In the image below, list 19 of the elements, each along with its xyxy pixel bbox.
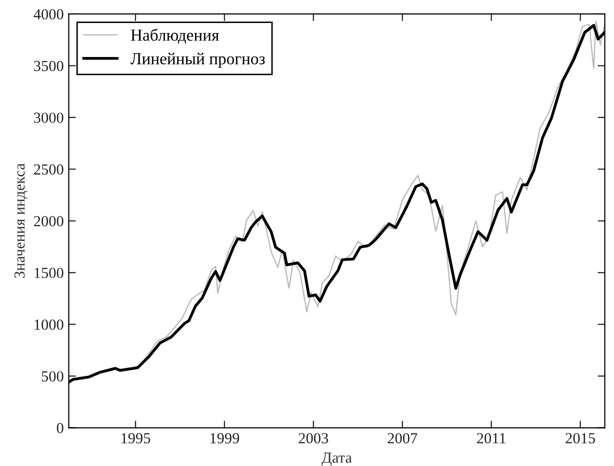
legend-label: Линейный прогноз <box>130 52 265 68</box>
legend-label: Наблюдения <box>130 28 219 44</box>
x-tick-label: 2003 <box>298 433 328 444</box>
x-tick-label: 1995 <box>122 433 150 444</box>
x-tick-label: 2007 <box>388 433 418 444</box>
x-tick-label: 2011 <box>477 433 506 444</box>
y-tick-label: 3000 <box>34 112 64 123</box>
y-tick-label: 3500 <box>34 60 64 72</box>
y-tick-label: 0 <box>56 422 64 434</box>
y-tick-label: 4000 <box>34 9 64 20</box>
x-axis-title: Дата <box>322 452 352 466</box>
x-tick-label: 1999 <box>210 433 240 444</box>
y-tick-label: 2500 <box>34 164 64 175</box>
x-tick-label: 2015 <box>566 433 596 444</box>
y-tick-label: 500 <box>42 371 64 382</box>
y-tick-label: 2000 <box>34 216 64 226</box>
y-tick-label: 1500 <box>34 268 64 278</box>
y-tick-label: 1000 <box>34 319 64 330</box>
y-axis-title: Значения индекса <box>14 163 28 278</box>
